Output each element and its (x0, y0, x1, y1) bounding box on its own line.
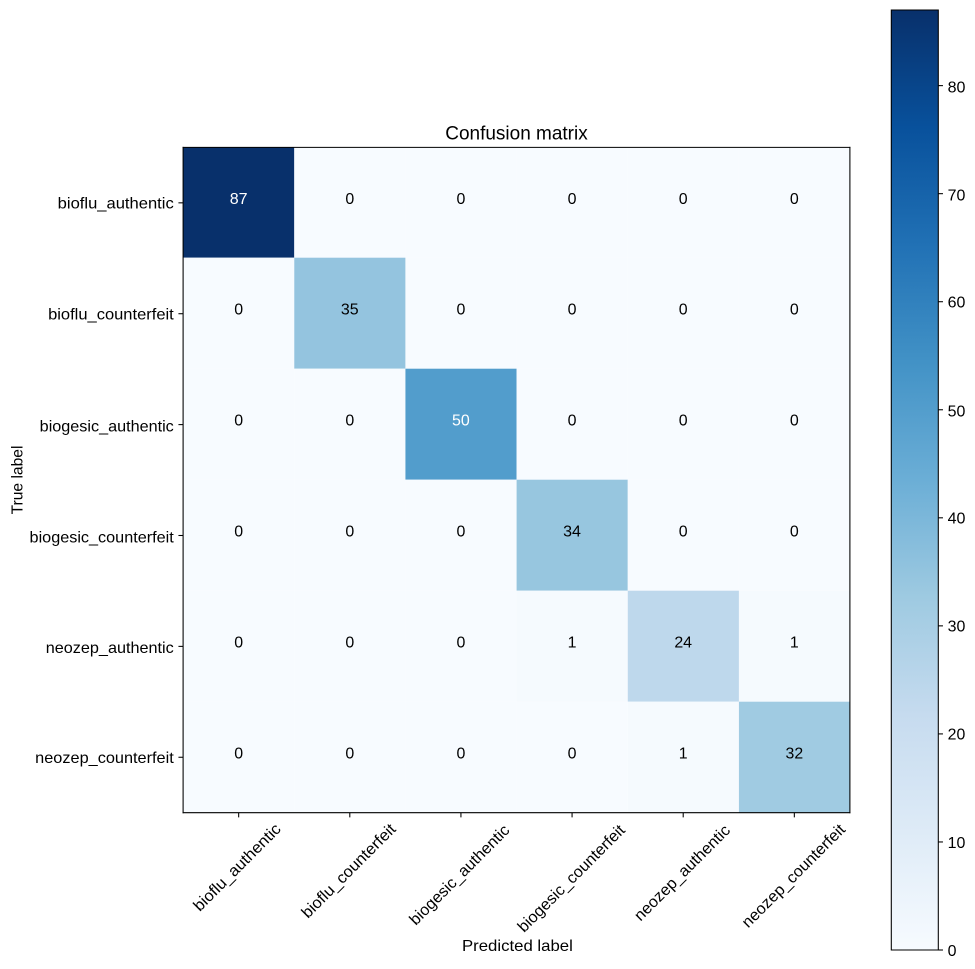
svg-text:50: 50 (948, 404, 966, 421)
svg-text:0: 0 (679, 413, 688, 430)
svg-text:0: 0 (568, 745, 577, 762)
svg-text:32: 32 (786, 745, 804, 762)
svg-text:0: 0 (345, 634, 354, 651)
svg-text:80: 80 (948, 79, 966, 96)
svg-text:34: 34 (563, 523, 581, 540)
svg-text:0: 0 (345, 523, 354, 540)
svg-text:neozep_authentic: neozep_authentic (46, 640, 174, 657)
svg-text:40: 40 (948, 511, 966, 528)
svg-text:0: 0 (234, 302, 243, 319)
svg-text:10: 10 (948, 835, 966, 852)
svg-text:24: 24 (674, 634, 692, 651)
svg-text:0: 0 (679, 302, 688, 319)
svg-text:neozep_counterfeit: neozep_counterfeit (35, 750, 174, 767)
svg-text:bioflu_counterfeit: bioflu_counterfeit (48, 307, 174, 324)
svg-text:70: 70 (948, 187, 966, 204)
svg-text:1: 1 (679, 745, 688, 762)
svg-text:0: 0 (679, 523, 688, 540)
svg-text:0: 0 (234, 745, 243, 762)
svg-text:Confusion matrix: Confusion matrix (445, 123, 588, 144)
svg-text:60: 60 (948, 295, 966, 312)
svg-text:0: 0 (345, 413, 354, 430)
svg-text:0: 0 (568, 191, 577, 208)
svg-text:0: 0 (790, 302, 799, 319)
svg-text:Predicted label: Predicted label (462, 938, 573, 955)
svg-text:50: 50 (452, 413, 470, 430)
svg-text:0: 0 (234, 634, 243, 651)
svg-text:0: 0 (456, 523, 465, 540)
svg-text:1: 1 (790, 634, 799, 651)
svg-text:30: 30 (948, 619, 966, 636)
svg-text:0: 0 (948, 943, 957, 960)
svg-text:87: 87 (230, 191, 248, 208)
svg-text:0: 0 (456, 745, 465, 762)
svg-text:35: 35 (341, 302, 359, 319)
svg-text:0: 0 (568, 413, 577, 430)
svg-text:0: 0 (345, 191, 354, 208)
svg-text:0: 0 (456, 302, 465, 319)
svg-text:biogesic_counterfeit: biogesic_counterfeit (30, 529, 175, 546)
svg-text:0: 0 (456, 191, 465, 208)
svg-text:bioflu_authentic: bioflu_authentic (58, 196, 174, 213)
svg-text:0: 0 (790, 523, 799, 540)
svg-text:0: 0 (234, 413, 243, 430)
svg-text:True label: True label (10, 446, 27, 515)
svg-text:0: 0 (679, 191, 688, 208)
svg-text:0: 0 (234, 523, 243, 540)
svg-text:biogesic_authentic: biogesic_authentic (40, 418, 174, 435)
svg-text:0: 0 (345, 745, 354, 762)
svg-text:20: 20 (948, 727, 966, 744)
svg-text:0: 0 (568, 302, 577, 319)
svg-text:1: 1 (568, 634, 577, 651)
svg-text:0: 0 (790, 413, 799, 430)
svg-text:0: 0 (456, 634, 465, 651)
svg-text:0: 0 (790, 191, 799, 208)
